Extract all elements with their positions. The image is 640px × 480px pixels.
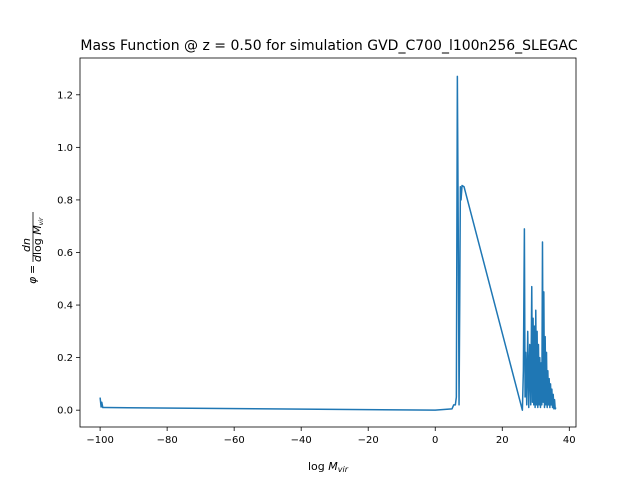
svg-text:dlog Mvir: dlog Mvir — [31, 217, 45, 262]
x-tick-label: 40 — [563, 435, 576, 446]
x-tick-label: −100 — [86, 435, 113, 446]
svg-text:dn: dn — [20, 238, 33, 252]
series-line-0 — [99, 75, 557, 411]
plot-frame — [79, 57, 577, 428]
chart-title: Mass Function @ z = 0.50 for simulation … — [80, 38, 577, 54]
x-tick-label: −40 — [291, 435, 312, 446]
y-tick-label: 1.0 — [57, 143, 73, 154]
x-tick-label: 0 — [432, 435, 438, 446]
x-tick-label: −60 — [224, 435, 245, 446]
y-tick-label: 0.2 — [57, 353, 73, 364]
y-tick-label: 0.8 — [57, 195, 73, 206]
y-axis-label: φ = dn dlog Mvir — [20, 212, 45, 284]
x-axis-label: log Mvir — [308, 460, 349, 474]
x-tick-label: 20 — [496, 435, 509, 446]
svg-text:=: = — [26, 265, 39, 274]
x-tick-label: −80 — [157, 435, 178, 446]
y-tick-label: 0.4 — [57, 301, 73, 312]
y-tick-label: 1.2 — [57, 90, 73, 101]
y-tick-label: 0.6 — [57, 248, 73, 259]
svg-text:φ: φ — [26, 276, 39, 284]
x-tick-label: −20 — [358, 435, 379, 446]
y-tick-label: 0.0 — [57, 406, 73, 417]
